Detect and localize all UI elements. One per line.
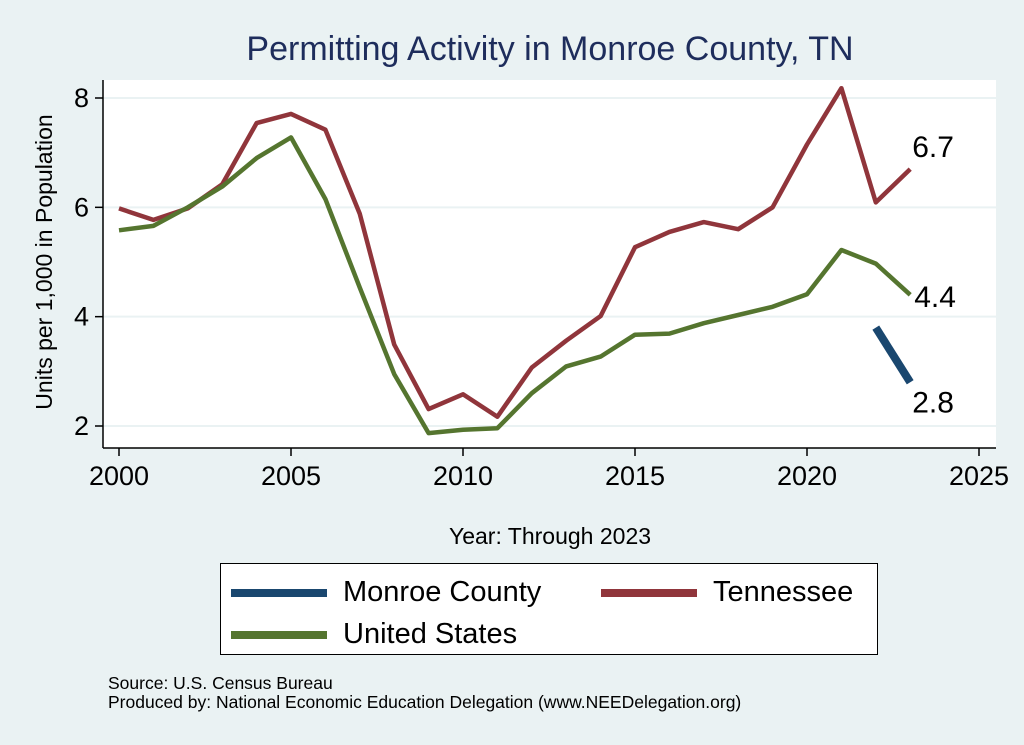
line-chart: Permitting Activity in Monroe County, TN… [31, 30, 1009, 549]
y-tick-label-4: 4 [74, 302, 89, 332]
x-tick-label-2010: 2010 [433, 461, 493, 491]
end-label-tennessee: 6.7 [912, 131, 954, 164]
y-axis-label: Units per 1,000 in Population [31, 114, 57, 409]
series-line-monroe-county [872, 325, 914, 385]
y-tick-label-8: 8 [74, 83, 89, 113]
legend-swatch-monroe-county [231, 588, 327, 597]
legend-label-monroe-county: Monroe County [343, 576, 542, 608]
y-tick-label-2: 2 [74, 411, 89, 441]
x-tick-label-2000: 2000 [89, 461, 149, 491]
x-tick-label-2025: 2025 [949, 461, 1009, 491]
producer-note: Produced by: National Economic Education… [108, 692, 742, 712]
series-line-united-states [118, 135, 912, 436]
legend-label-united-states: United States [343, 618, 518, 650]
legend-swatch-united-states [231, 630, 327, 639]
x-axis-label: Year: Through 2023 [449, 523, 651, 549]
x-tick-label-2015: 2015 [605, 461, 665, 491]
legend: Monroe County Tennessee United States [220, 563, 878, 655]
legend-item-tennessee: Tennessee [601, 576, 853, 609]
x-tick-label-2020: 2020 [777, 461, 837, 491]
plot-area: 2 4 6 8 2000 2005 2010 2015 2020 2025 2.8 6.7 4.4 [74, 80, 1009, 491]
x-tick-label-2005: 2005 [261, 461, 321, 491]
legend-swatch-tennessee [601, 588, 697, 597]
series-line-tennessee [118, 85, 912, 419]
source-note: Source: U.S. Census Bureau [108, 673, 333, 693]
y-tick-label-6: 6 [74, 192, 89, 222]
legend-label-tennessee: Tennessee [713, 576, 854, 608]
end-label-monroe-county: 2.8 [912, 386, 954, 419]
legend-item-united-states: United States [231, 618, 517, 651]
end-label-united-states: 4.4 [914, 281, 956, 314]
chart-title: Permitting Activity in Monroe County, TN [246, 30, 853, 68]
legend-item-monroe-county: Monroe County [231, 576, 541, 609]
plot-background [103, 80, 996, 448]
